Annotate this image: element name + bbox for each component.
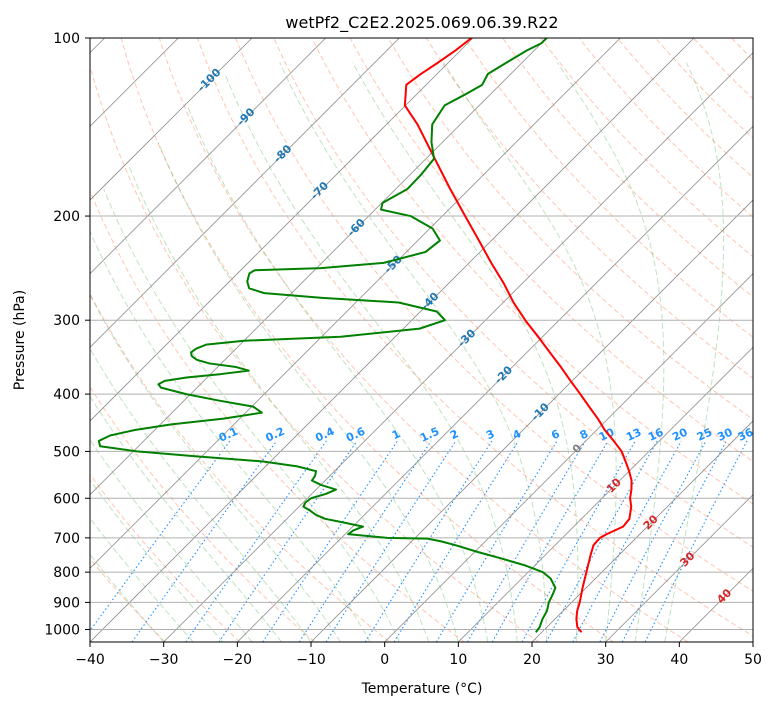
mixing-ratio-line (364, 440, 493, 642)
x-tick-label: 20 (523, 652, 541, 668)
isotherm-line (90, 38, 695, 642)
mixing-ratio-label: 20 (670, 425, 690, 443)
mixing-ratio-label: 25 (695, 426, 714, 444)
isotherm-line (90, 38, 326, 275)
mixing-ratio-line (467, 440, 586, 642)
isotherm-line (90, 38, 400, 348)
mixing-ratio-line (262, 440, 399, 642)
y-tick-label: 300 (53, 313, 80, 329)
moist-adiabat (90, 293, 341, 642)
x-tick-label: −20 (223, 652, 253, 668)
mixing-ratio-label: 36 (736, 425, 756, 443)
isotherm-line (605, 494, 753, 642)
mixing-ratio-label: 13 (624, 426, 643, 444)
axes: −40 −30 −20 −10 0 10 20 30 40 50 100 200 300 400 500 60… (44, 31, 762, 668)
x-tick-label: 50 (744, 652, 762, 668)
moist-adiabat (224, 73, 518, 642)
moist-adiabat (443, 62, 617, 642)
moist-adiabat (90, 438, 253, 642)
mixing-ratio-line (644, 440, 748, 642)
y-tick-label: 1000 (44, 622, 80, 638)
dewpoint-series (97, 38, 557, 633)
chart-title: wetPf2_C2E2.2025.069.06.39.R22 (285, 13, 558, 33)
mixing-ratio-line (185, 440, 327, 642)
dry-adiabat (502, 38, 753, 298)
mixing-ratio-line (90, 440, 231, 632)
moist-adiabat (90, 230, 371, 642)
isotherm-line (531, 420, 753, 642)
y-tick-label: 400 (53, 387, 80, 403)
dry-adiabat (90, 385, 316, 642)
mixing-ratio-line (218, 440, 358, 642)
y-tick-label: 900 (53, 595, 80, 611)
y-tick-label: 600 (53, 491, 80, 507)
moist-adiabat (556, 62, 665, 642)
x-axis-label: Temperature (°C) (361, 681, 483, 697)
moist-adiabat (90, 347, 312, 642)
dry-adiabat (90, 473, 241, 642)
mixing-ratio-line (298, 440, 432, 642)
plot-frame (89, 37, 754, 643)
dry-adiabat (90, 189, 465, 642)
moist-adiabat (103, 188, 400, 642)
mixing-ratio-line (435, 440, 558, 642)
moist-adiabat (90, 517, 194, 642)
moist-adiabat (352, 62, 579, 642)
dry-adiabat (90, 292, 390, 642)
x-tick-label: 10 (449, 652, 467, 668)
x-tick-label: 40 (670, 652, 688, 668)
profile-series (97, 38, 633, 633)
mixing-ratio-label: 16 (646, 425, 666, 443)
mixing-ratio-line (521, 440, 636, 642)
dry-adiabat (197, 38, 753, 637)
dry-adiabat (349, 38, 753, 463)
dry-adiabat (90, 63, 540, 642)
moist-adiabat (90, 553, 165, 642)
moist-adiabat (664, 62, 725, 642)
y-tick-label: 800 (53, 565, 80, 581)
isotherm-line (163, 52, 753, 642)
y-tick-label: 100 (53, 31, 80, 47)
x-tick-label: 30 (597, 652, 615, 668)
moist-adiabat (90, 479, 223, 642)
dry-adiabat (235, 38, 753, 592)
x-tick-label: −10 (296, 652, 326, 668)
y-tick-label: 500 (53, 444, 80, 460)
mixing-ratio-line (491, 440, 609, 642)
temperature-series (403, 38, 633, 633)
dry-adiabat (90, 557, 166, 642)
y-tick-label: 700 (53, 531, 80, 547)
moist-adiabat (279, 62, 548, 642)
isotherm-line (310, 199, 753, 642)
isotherm-line (90, 38, 474, 422)
x-tick-label: −40 (75, 652, 105, 668)
mixing-ratio-line (325, 440, 457, 642)
dry-adiabat (425, 38, 753, 379)
isotherm-line (384, 273, 753, 642)
moist-adiabat (186, 105, 489, 642)
dry-adiabat (273, 38, 753, 548)
mixing-ratio-label: 30 (715, 425, 735, 443)
y-tick-label: 200 (53, 209, 80, 225)
isotherm-line (90, 38, 621, 569)
isotherm-line (458, 346, 753, 642)
x-tick-label: −30 (149, 652, 179, 668)
dry-adiabat (120, 38, 614, 642)
y-axis-label: Pressure (hPa) (12, 290, 28, 390)
isotherm-line (90, 38, 253, 201)
x-tick-label: 0 (380, 652, 389, 668)
dry-adiabat (158, 38, 689, 642)
